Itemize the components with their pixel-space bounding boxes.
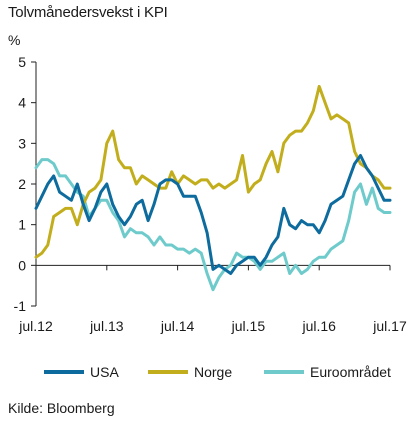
y-tick-label: 3 (18, 135, 26, 151)
x-tick-label: jul.14 (160, 318, 195, 334)
y-tick-label: 2 (18, 176, 26, 192)
y-tick-label: 5 (18, 54, 26, 70)
y-tick-label: 1 (18, 217, 26, 233)
y-tick-label: 0 (18, 257, 26, 273)
legend-label-usa: USA (90, 364, 119, 380)
x-tick-label: jul.15 (231, 318, 266, 334)
source-note: Kilde: Bloomberg (8, 400, 115, 416)
x-tick-label: jul.12 (18, 318, 53, 334)
y-tick-label: 4 (18, 95, 26, 111)
legend-label-euro: Euroområdet (310, 364, 391, 380)
x-tick-label: jul.13 (89, 318, 124, 334)
legend-label-norge: Norge (194, 364, 232, 380)
y-unit-label: % (8, 32, 21, 48)
legend: USA Norge Euroområdet (44, 364, 391, 380)
series-lines (34, 84, 392, 292)
x-tick-label: jul.17 (372, 318, 407, 334)
axes: 5 4 3 2 1 0 -1 jul.12 jul.13 jul.14 jul.15 jul.16 ju… (14, 54, 407, 334)
chart-title: Tolvmånedersvekst i KPI (8, 4, 168, 21)
y-tick-label: -1 (14, 298, 27, 314)
series-line-usa (34, 154, 392, 275)
x-tick-label: jul.16 (301, 318, 336, 334)
series-line-norge (34, 84, 392, 259)
